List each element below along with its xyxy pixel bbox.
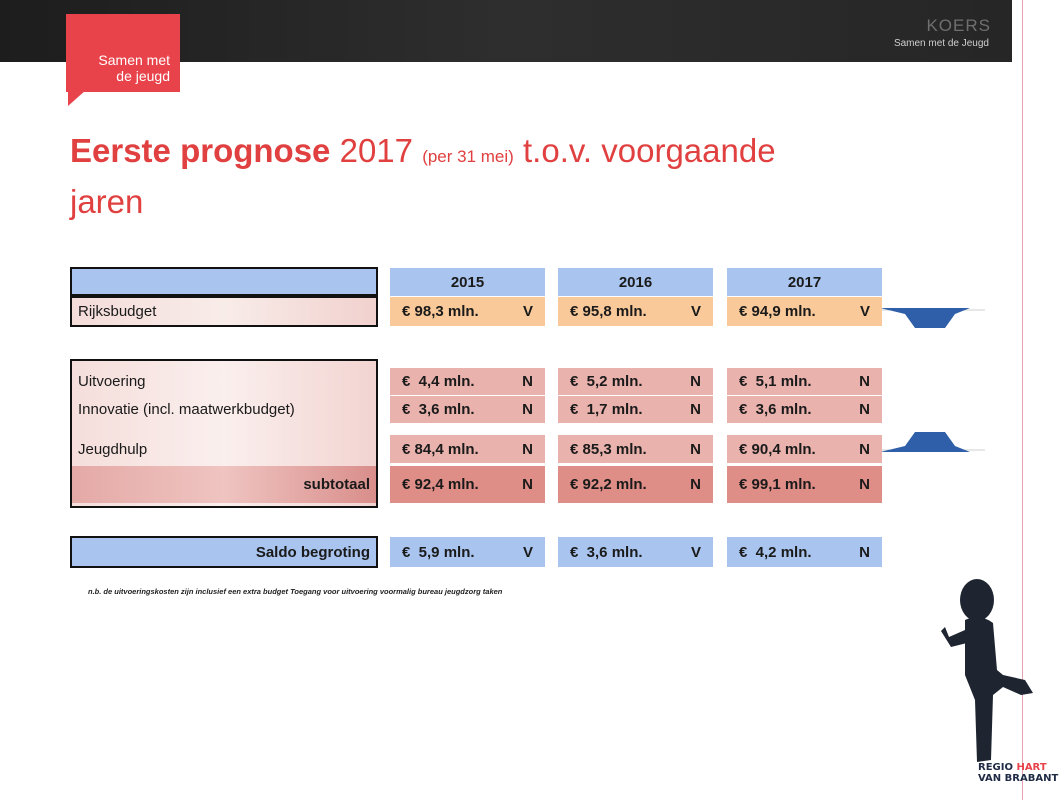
amount: € 4,2 mln. (739, 543, 812, 561)
child-silhouette (941, 579, 1033, 762)
logo-regio: REGIO (978, 762, 1013, 773)
value-cell: € 90,4 mln. N (727, 435, 882, 463)
logo: REGIO HART VAN BRABANT (978, 762, 1058, 784)
row-label: Rijksbudget (78, 303, 157, 320)
value-cell: € 95,8 mln. V (558, 297, 713, 326)
flag: N (859, 440, 870, 458)
logo-brabant: VAN BRABANT (978, 773, 1059, 784)
row-label: Innovatie (incl. maatwerkbudget) (78, 401, 295, 418)
amount: € 84,4 mln. (402, 440, 479, 458)
flag: N (690, 440, 701, 458)
amount: € 4,4 mln. (402, 373, 475, 390)
title-year: 2017 (339, 132, 414, 169)
brand: KOERS (926, 16, 991, 35)
flag: N (522, 476, 533, 493)
amount: € 5,2 mln. (570, 373, 643, 390)
value-cell: € 98,3 mln. V (390, 297, 545, 326)
logo-hart: HART (1016, 762, 1047, 773)
flag: N (690, 373, 701, 390)
value-cell: € 5,9 mln. V (390, 537, 545, 567)
amount: € 92,4 mln. (402, 476, 479, 493)
row-label: subtotaal (72, 466, 376, 503)
value-cell: € 3,6 mln. N (727, 396, 882, 423)
badge-line: de jeugd (116, 68, 170, 84)
title-line2: jaren (70, 183, 144, 220)
value-cell: € 92,4 mln. N (390, 466, 545, 503)
row-label: Saldo begroting (255, 543, 370, 561)
value-cell: € 3,6 mln. V (558, 537, 713, 567)
down-arrow (880, 308, 970, 328)
label-box (70, 536, 378, 568)
brand-sub: Samen met de Jeugd (893, 38, 989, 49)
value-cell: € 99,1 mln. N (727, 466, 882, 503)
row-label: Jeugdhulp (78, 440, 148, 458)
title-bold: Eerste prognose (70, 132, 331, 169)
amount: € 94,9 mln. (739, 303, 816, 320)
value-cell: € 84,4 mln. N (390, 435, 545, 463)
flag: N (522, 440, 533, 458)
up-arrow (880, 432, 970, 452)
value-cell: € 3,6 mln. N (390, 396, 545, 423)
title-rest: t.o.v. voorgaande (523, 132, 776, 169)
value-cell: € 85,3 mln. N (558, 435, 713, 463)
value-cell: € 4,4 mln. N (390, 368, 545, 395)
flag: N (859, 401, 870, 418)
row-label: Uitvoering (78, 373, 146, 390)
column-header: 2016 (558, 268, 713, 296)
flag: V (690, 543, 701, 561)
flag: V (859, 303, 870, 320)
header-label-box (70, 267, 378, 296)
flag: N (522, 373, 533, 390)
badge-line: Samen met (98, 52, 170, 68)
badge-tail (68, 90, 86, 106)
amount: € 5,9 mln. (402, 543, 475, 561)
amount: € 3,6 mln. (739, 401, 812, 418)
amount: € 92,2 mln. (570, 476, 647, 493)
value-cell: € 5,2 mln. N (558, 368, 713, 395)
flag: N (690, 476, 701, 493)
amount: € 90,4 mln. (739, 440, 816, 458)
title: Eerste prognose 2017 (per 31 mei) t.o.v.… (70, 128, 930, 224)
badge: Samen met de jeugd (66, 14, 180, 92)
amount: € 3,6 mln. (402, 401, 475, 418)
title-note: (per 31 mei) (422, 147, 514, 166)
amount: € 3,6 mln. (570, 543, 643, 561)
flag: V (690, 303, 701, 320)
column-header: 2015 (390, 268, 545, 296)
flag: N (522, 401, 533, 418)
amount: € 95,8 mln. (570, 303, 647, 320)
flag: V (522, 543, 533, 561)
value-cell: € 92,2 mln. N (558, 466, 713, 503)
amount: € 85,3 mln. (570, 440, 647, 458)
value-cell: € 1,7 mln. N (558, 396, 713, 423)
arrows (880, 308, 985, 452)
value-cell: € 94,9 mln. V (727, 297, 882, 326)
amount: € 1,7 mln. (570, 401, 643, 418)
value-cell: € 4,2 mln. N (727, 537, 882, 567)
amount: € 98,3 mln. (402, 303, 479, 320)
margin-line (1022, 0, 1023, 800)
flag: N (859, 543, 870, 561)
flag: V (522, 303, 533, 320)
flag: N (690, 401, 701, 418)
flag: N (859, 373, 870, 390)
value-cell: € 5,1 mln. N (727, 368, 882, 395)
label-box (70, 296, 378, 327)
column-header: 2017 (727, 268, 882, 296)
amount: € 5,1 mln. (739, 373, 812, 390)
amount: € 99,1 mln. (739, 476, 816, 493)
footnote: n.b. de uitvoeringskosten zijn inclusief… (88, 587, 503, 596)
flag: N (859, 476, 870, 493)
